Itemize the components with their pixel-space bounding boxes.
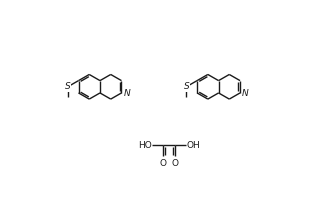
Text: OH: OH: [187, 141, 200, 150]
Text: O: O: [171, 159, 178, 168]
Text: N: N: [242, 89, 249, 98]
Text: S: S: [183, 82, 189, 91]
Text: O: O: [160, 159, 167, 168]
Text: N: N: [123, 89, 130, 98]
Text: S: S: [65, 82, 71, 91]
Text: HO: HO: [138, 141, 151, 150]
